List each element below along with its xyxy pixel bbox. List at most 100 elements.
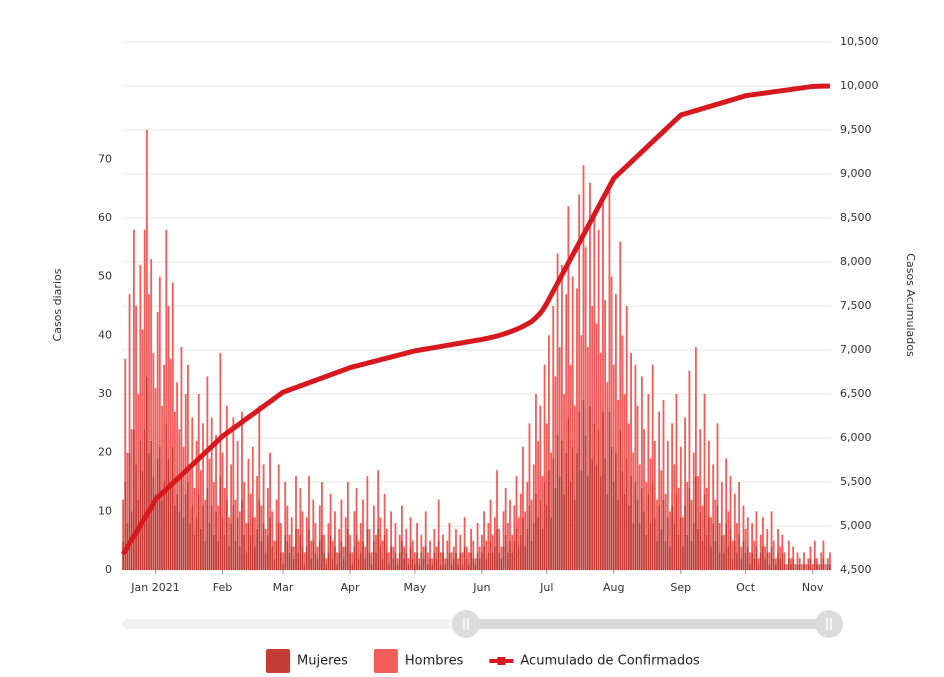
bar: [154, 388, 157, 494]
bar: [569, 364, 572, 482]
bar: [798, 564, 801, 570]
bar: [759, 552, 762, 570]
bar: [132, 429, 135, 570]
line-layer: [120, 83, 831, 556]
bar: [705, 487, 708, 535]
bar: [591, 458, 594, 570]
bar: [167, 458, 170, 570]
bar: [128, 294, 131, 453]
bar: [777, 528, 779, 553]
bar: [742, 540, 745, 570]
bar: [212, 482, 215, 535]
bar: [660, 470, 663, 529]
bar: [241, 411, 243, 500]
bar: [191, 505, 194, 570]
bar: [145, 376, 148, 570]
bar: [498, 528, 501, 553]
bar: [346, 482, 349, 529]
bar: [444, 558, 447, 565]
bar: [682, 517, 684, 547]
bar: [515, 476, 518, 529]
bar: [673, 523, 676, 570]
bar: [156, 458, 159, 570]
bar: [816, 558, 818, 565]
bar: [638, 523, 641, 570]
bar: [610, 276, 613, 447]
bar: [169, 358, 172, 482]
bar: [366, 528, 369, 570]
bar: [511, 552, 514, 570]
bar: [548, 335, 550, 471]
bar: [463, 546, 466, 570]
y2-axis-title: Casos Acumulados: [904, 253, 917, 357]
bar: [392, 546, 395, 559]
bar: [822, 558, 825, 570]
bar: [254, 546, 256, 570]
bar: [716, 423, 719, 506]
bar: [431, 558, 434, 565]
bar: [459, 534, 462, 553]
bar: [656, 499, 658, 541]
bar: [301, 511, 304, 547]
x-tick-label: Nov: [802, 581, 824, 594]
bar: [292, 558, 295, 570]
bar: [740, 546, 743, 559]
bar: [751, 523, 754, 553]
bar: [122, 540, 124, 570]
bar: [768, 552, 771, 565]
bar: [632, 452, 635, 524]
bar: [437, 540, 440, 570]
bar: [567, 417, 570, 570]
bar: [701, 540, 704, 570]
bar: [295, 476, 297, 529]
bar: [394, 523, 397, 553]
bar: [321, 482, 323, 535]
bar: [736, 523, 738, 553]
bar: [206, 376, 209, 488]
bar: [556, 435, 559, 570]
bar: [199, 528, 202, 570]
bar: [238, 546, 241, 570]
bar: [493, 517, 496, 547]
bar: [431, 564, 434, 570]
bar: [359, 523, 362, 553]
x-tick-label: Mar: [273, 581, 294, 594]
bar: [612, 482, 615, 570]
bar: [305, 546, 308, 570]
bar: [634, 482, 637, 570]
bar: [474, 558, 477, 565]
bar: [351, 564, 354, 570]
axes: 0 10 20 30 40 50 60 70 4,500 5,000 5,500 6,000 6,500…: [98, 35, 879, 594]
bar: [597, 229, 600, 430]
slider-handle[interactable]: [815, 610, 843, 638]
bar: [437, 499, 440, 541]
bar: [379, 546, 382, 570]
bar: [165, 423, 168, 570]
bar: [420, 552, 423, 570]
bar: [178, 511, 181, 570]
bar: [829, 564, 831, 570]
y-tick-label: 70: [98, 152, 112, 165]
bar: [658, 505, 661, 570]
bar: [751, 552, 754, 570]
bar: [254, 517, 256, 547]
bar: [480, 534, 483, 553]
bar: [759, 534, 762, 553]
bar: [753, 540, 756, 559]
bar: [409, 546, 412, 570]
bar: [584, 247, 587, 436]
bar: [331, 540, 334, 559]
bar: [204, 499, 207, 541]
bar: [781, 534, 784, 553]
bar: [733, 493, 736, 541]
bar: [666, 440, 669, 518]
bar: [470, 528, 473, 553]
range-slider[interactable]: [122, 610, 843, 638]
bar: [543, 364, 546, 482]
slider-handle[interactable]: [452, 610, 480, 638]
bar: [282, 564, 284, 570]
bar: [658, 411, 661, 506]
y-tick-label: 50: [98, 270, 112, 283]
bar: [234, 499, 237, 541]
bar: [524, 546, 527, 570]
